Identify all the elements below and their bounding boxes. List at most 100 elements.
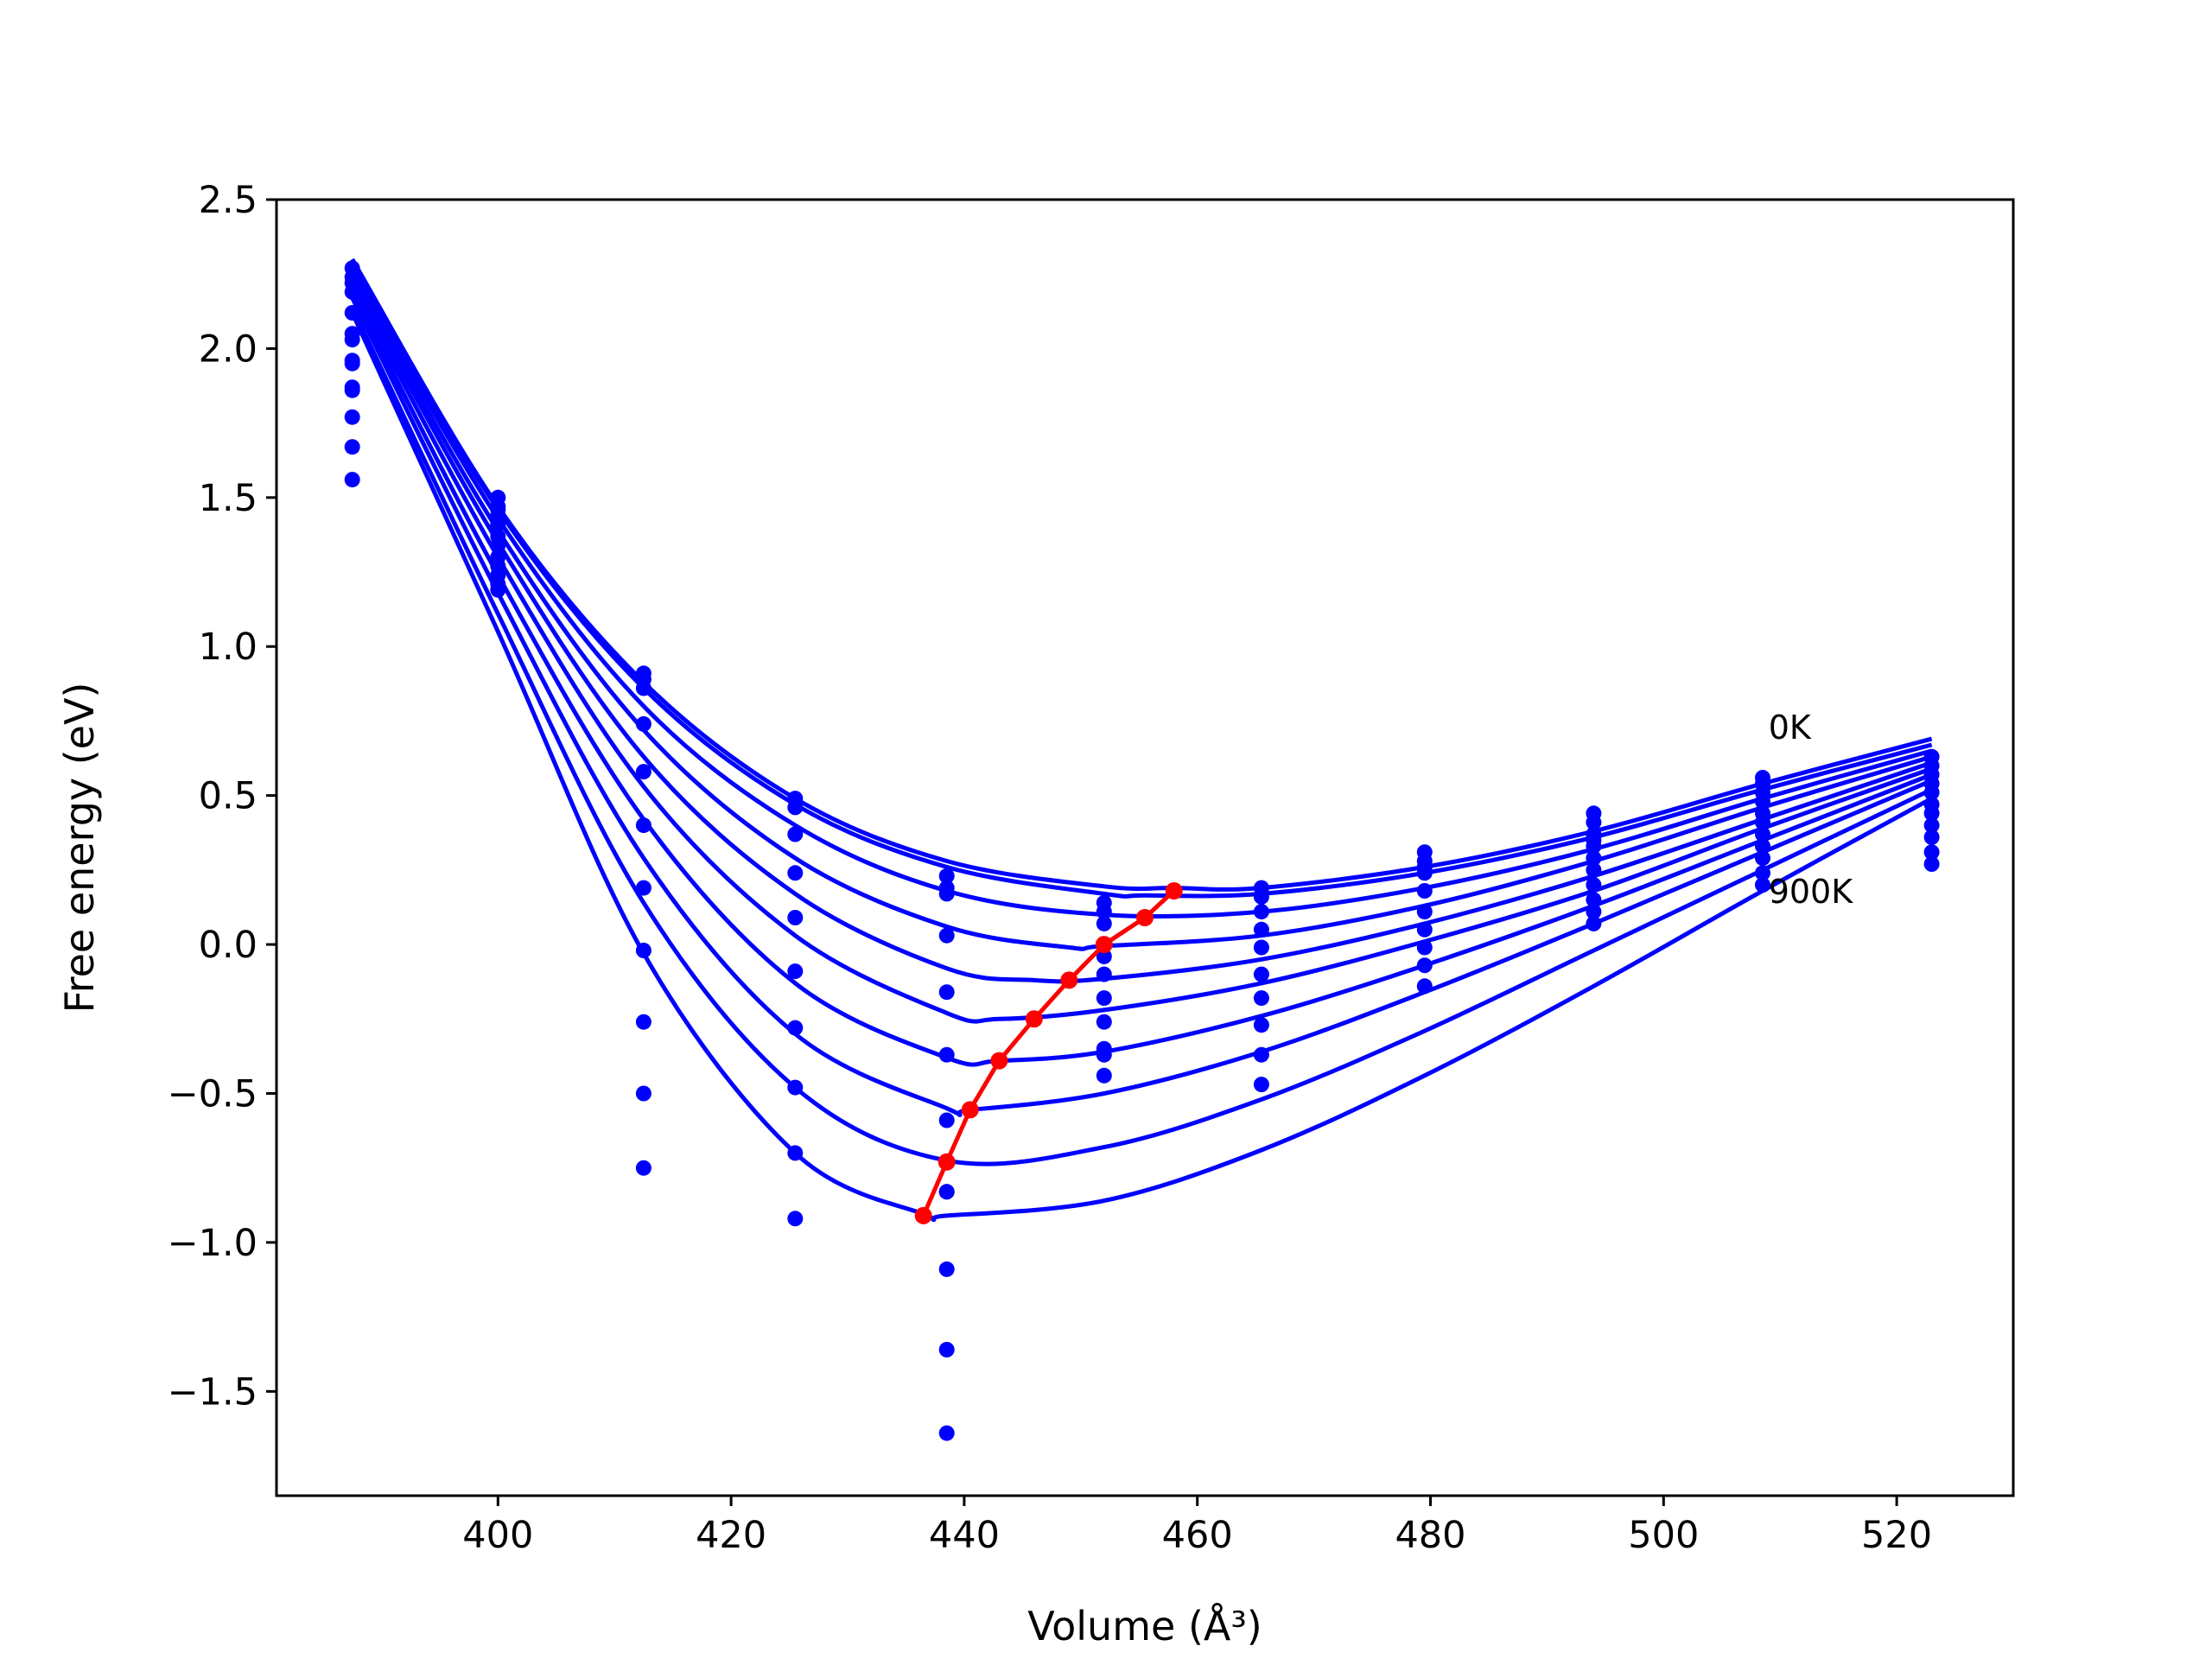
data-point [1416, 904, 1433, 920]
x-tick-label: 460 [1162, 1514, 1233, 1557]
data-point [1586, 892, 1602, 908]
data-point [1096, 904, 1112, 920]
data-point [344, 305, 360, 321]
data-point [635, 1160, 652, 1176]
data-point [1416, 978, 1433, 995]
minimum-path [914, 882, 1183, 1224]
data-point [490, 516, 506, 532]
annotations: 0K 900K [1769, 709, 1854, 911]
y-tick-label: 0.5 [199, 775, 257, 818]
data-point [1253, 939, 1269, 956]
plot-frame [275, 198, 2015, 1497]
fit-curve-400k [350, 278, 1933, 984]
data-point [787, 1211, 804, 1227]
data-point [787, 1145, 804, 1161]
data-point [1096, 1046, 1112, 1063]
x-tick-label: 480 [1395, 1514, 1465, 1557]
data-point [938, 1046, 955, 1063]
data-point [787, 1020, 804, 1036]
data-point [1755, 814, 1770, 830]
data-point [635, 764, 652, 780]
data-point [1416, 883, 1433, 899]
data-point [1416, 939, 1433, 956]
data-point [787, 799, 804, 816]
data-point [1586, 904, 1602, 920]
data-point [1096, 990, 1112, 1007]
data-point [1755, 793, 1770, 810]
fit-curve-100k [350, 261, 1933, 899]
x-tick-label: 420 [696, 1514, 766, 1557]
y-tick-label: −1.0 [168, 1222, 257, 1265]
data-point [344, 439, 360, 455]
data-point [938, 880, 955, 896]
data-points [344, 260, 1940, 1441]
minimum-path-point [1025, 1010, 1043, 1028]
data-point [1253, 921, 1269, 938]
data-point [1755, 850, 1770, 867]
data-point [787, 963, 804, 980]
data-point [938, 984, 955, 1001]
data-point [490, 582, 506, 598]
fit-curves [350, 257, 1933, 1223]
fit-curve-0k [350, 257, 1933, 892]
fit-curve-500k [350, 284, 1933, 1024]
data-point [787, 910, 804, 925]
y-axis: −1.5 −1.0 −0.5 0.0 0.5 1.0 1.5 2.0 2.5 [168, 179, 276, 1414]
data-point [1923, 805, 1940, 822]
minimum-path-point [1060, 971, 1078, 989]
y-tick-label: 1.0 [199, 626, 257, 669]
x-axis-title: Volume (Å³) [1027, 1603, 1262, 1649]
data-point [1586, 861, 1602, 878]
data-point [1586, 850, 1602, 867]
data-point [1096, 1067, 1112, 1084]
data-point [635, 715, 652, 732]
data-point [344, 472, 360, 488]
data-point [787, 1079, 804, 1096]
data-point [938, 1184, 955, 1200]
data-point [938, 1112, 955, 1128]
data-point [1253, 904, 1269, 920]
fit-curve-300k [350, 272, 1933, 951]
fit-curve-800k [350, 306, 1933, 1166]
y-axis-title: Free energy (eV) [56, 683, 103, 1014]
data-point [1923, 829, 1940, 845]
y-tick-label: 2.5 [199, 179, 257, 222]
data-point [1416, 957, 1433, 974]
minimum-path-point [914, 1206, 932, 1224]
data-point [344, 382, 360, 398]
fit-curve-200k [350, 267, 1933, 919]
data-point [1755, 838, 1770, 855]
data-point [1096, 948, 1112, 964]
minimum-path-point [1136, 909, 1154, 926]
data-point [344, 409, 360, 425]
data-point [635, 943, 652, 958]
data-point [1416, 859, 1433, 875]
data-point [490, 537, 506, 553]
data-point [938, 1425, 955, 1441]
data-point [635, 880, 652, 896]
data-point [1586, 832, 1602, 849]
data-point [1923, 785, 1940, 801]
data-point [635, 817, 652, 834]
data-point [1586, 877, 1602, 893]
y-tick-label: −0.5 [168, 1072, 257, 1116]
data-point [635, 1014, 652, 1030]
data-point [344, 332, 360, 348]
data-point [938, 868, 955, 884]
data-point [1096, 1014, 1112, 1030]
temperature-annotation: 900K [1769, 873, 1854, 911]
data-point [938, 1342, 955, 1357]
data-point [344, 355, 360, 372]
fit-curve-600k [350, 290, 1933, 1067]
data-point [1253, 1046, 1269, 1063]
minimum-path-point [1165, 882, 1183, 899]
temperature-annotation: 0K [1769, 709, 1812, 747]
data-point [1923, 817, 1940, 834]
y-tick-label: 2.0 [199, 327, 257, 371]
minimum-path-point [1095, 936, 1113, 954]
data-point [635, 680, 652, 696]
data-point [635, 1085, 652, 1102]
minimum-path-point [990, 1052, 1008, 1070]
